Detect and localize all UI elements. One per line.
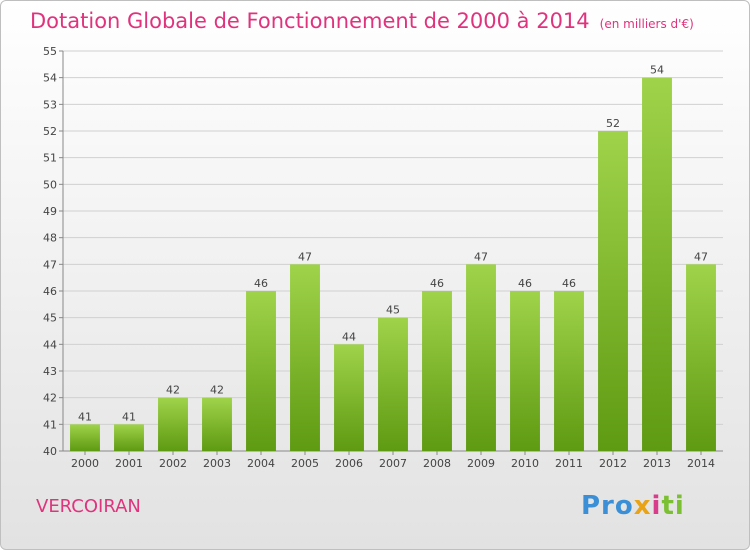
y-tick-label: 54 [43,72,57,85]
bar [202,397,232,451]
x-tick-label: 2003 [203,457,231,470]
value-label: 42 [166,384,180,397]
y-tick-label: 42 [43,392,57,405]
x-tick-label: 2002 [159,457,187,470]
x-tick-label: 2008 [423,457,451,470]
value-label: 42 [210,384,224,397]
chart-subtitle: (en milliers d'€) [599,17,694,31]
bars [70,77,716,452]
y-tick-label: 51 [43,152,57,165]
bar [686,264,716,451]
x-tick-label: 2005 [291,457,319,470]
value-label: 47 [298,250,312,263]
value-labels: 41 41 42 42 46 47 44 45 46 47 46 46 52 54 47 [78,64,708,424]
value-label: 47 [474,250,488,263]
value-label: 52 [606,117,620,130]
x-tick-label: 2006 [335,457,363,470]
x-tick-label: 2000 [71,457,99,470]
chart-title: Dotation Globale de Fonctionnement de 20… [30,9,694,33]
value-label: 41 [78,410,92,423]
y-tick-label: 49 [43,205,57,218]
value-label: 54 [650,64,664,77]
y-tick-label: 48 [43,232,57,245]
y-tick-label: 55 [43,45,57,58]
value-label: 47 [694,250,708,263]
bar [290,264,320,451]
y-tick-label: 44 [43,338,57,351]
bar [70,424,100,451]
y-tick-label: 50 [43,178,57,191]
bar [378,317,408,451]
value-label: 41 [122,410,136,423]
bar [246,291,276,451]
value-label: 46 [562,277,576,290]
x-tick-label: 2001 [115,457,143,470]
y-tick-label: 47 [43,258,57,271]
y-tick-label: 45 [43,312,57,325]
bar [334,344,364,451]
bar [114,424,144,451]
y-tick-label: 52 [43,125,57,138]
x-tick-label: 2013 [643,457,671,470]
x-tick-label: 2014 [687,457,715,470]
bar [158,397,188,451]
x-tick-label: 2011 [555,457,583,470]
commune-name: VERCOIRAN [36,496,141,517]
x-tick-label: 2009 [467,457,495,470]
proxiti-logo: Proxiti [581,491,685,521]
value-label: 46 [254,277,268,290]
value-label: 45 [386,304,400,317]
value-label: 44 [342,330,356,343]
chart-title-text: Dotation Globale de Fonctionnement de 20… [30,9,590,33]
y-tick-label: 41 [43,418,57,431]
bar [598,131,628,451]
x-tick-label: 2004 [247,457,275,470]
value-label: 46 [430,277,444,290]
bar [642,77,672,452]
bar [422,291,452,451]
bar [510,291,540,451]
y-tick-label: 40 [43,445,57,458]
y-tick-label: 43 [43,365,57,378]
bar [554,291,584,451]
x-tick-label: 2010 [511,457,539,470]
bar [466,264,496,451]
x-tick-label: 2007 [379,457,407,470]
y-tick-label: 53 [43,98,57,111]
x-tick-label: 2012 [599,457,627,470]
value-label: 46 [518,277,532,290]
y-tick-label: 46 [43,285,57,298]
